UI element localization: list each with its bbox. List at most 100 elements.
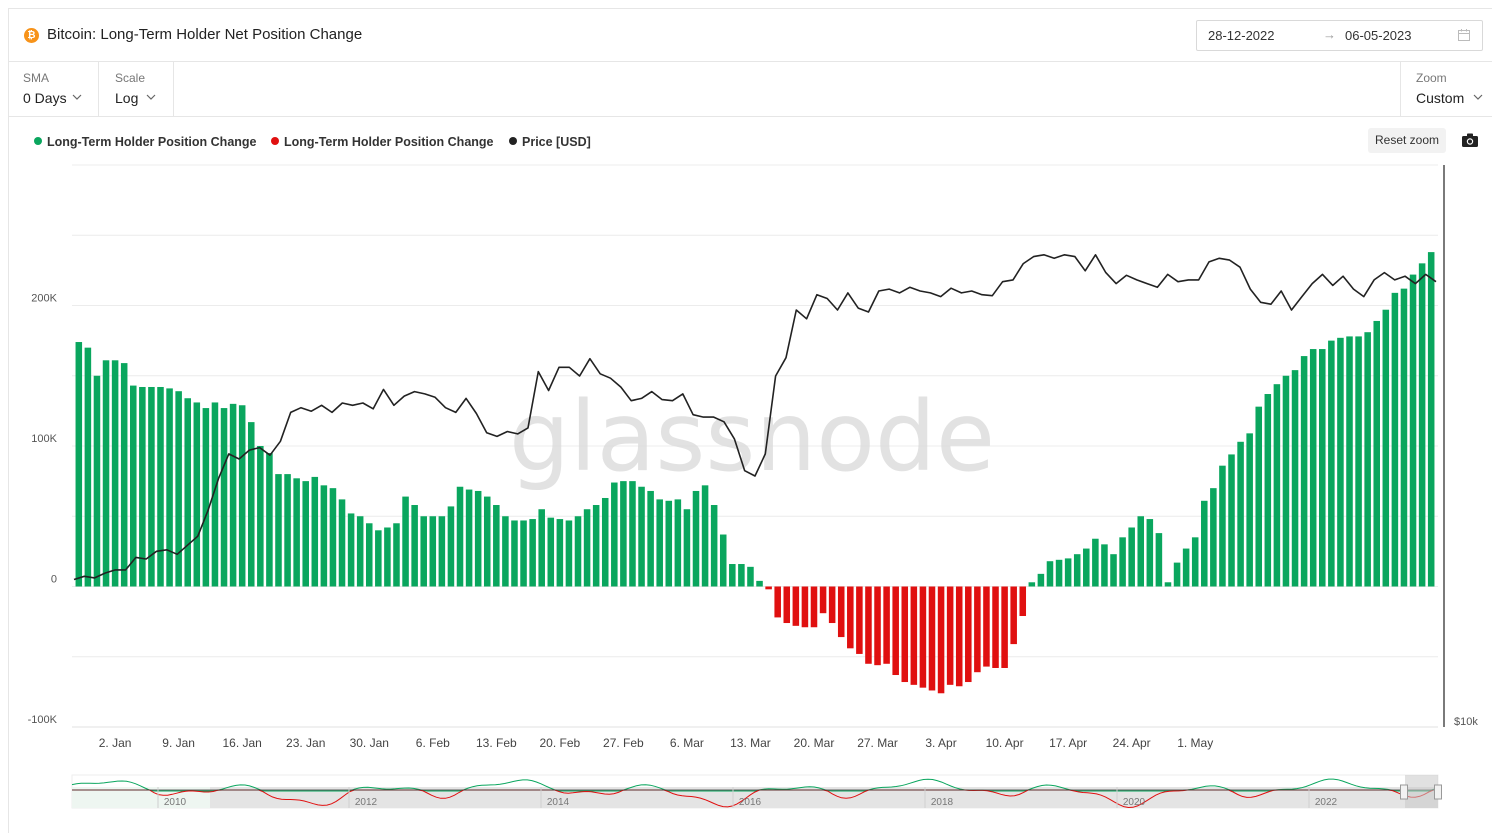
- navigator-label: 2022: [1315, 797, 1338, 808]
- zoom-label: Zoom: [1416, 71, 1447, 85]
- bar: [1146, 519, 1154, 587]
- bar: [247, 422, 255, 587]
- bar: [837, 586, 845, 638]
- bar: [393, 523, 400, 587]
- legend-item-price[interactable]: Price [USD]: [509, 135, 591, 149]
- bar: [193, 402, 201, 587]
- bar: [611, 482, 618, 587]
- navigator-handle[interactable]: [1434, 784, 1442, 800]
- y-tick-label: 200K: [31, 293, 57, 305]
- bar: [1409, 274, 1417, 587]
- x-tick-label: 13. Mar: [730, 736, 771, 750]
- bar: [719, 534, 727, 587]
- bar: [965, 586, 972, 683]
- bar: [910, 586, 918, 685]
- bar: [402, 496, 409, 587]
- chart-panel: [8, 8, 1492, 833]
- bar: [847, 586, 854, 649]
- y-tick-label: 0: [51, 574, 57, 586]
- bar: [810, 586, 818, 628]
- navigator-shade: [72, 787, 210, 808]
- bar: [456, 486, 464, 587]
- bar: [874, 586, 881, 666]
- bar: [629, 481, 636, 587]
- bar: [592, 505, 600, 587]
- bar: [520, 520, 527, 587]
- bar: [365, 523, 373, 587]
- bar: [583, 509, 591, 587]
- reset-zoom-button[interactable]: Reset zoom: [1368, 128, 1446, 153]
- price-line: [73, 254, 1437, 581]
- navigator-label: 2010: [164, 797, 187, 808]
- bar: [356, 516, 364, 587]
- bar: [1346, 336, 1353, 587]
- x-tick-label: 20. Feb: [540, 736, 581, 750]
- scale-value[interactable]: Log: [115, 90, 139, 106]
- bar: [257, 446, 264, 587]
- navigator-shade: [210, 787, 1438, 808]
- bar: [1201, 500, 1208, 587]
- zoom-value[interactable]: Custom: [1416, 90, 1465, 106]
- bar: [220, 408, 228, 587]
- bar: [974, 586, 981, 673]
- scale-label: Scale: [115, 71, 146, 85]
- bar: [229, 403, 237, 587]
- legend-dot: [509, 137, 517, 145]
- bar: [865, 586, 872, 664]
- bar: [919, 586, 927, 688]
- bar: [828, 586, 836, 624]
- sma-value[interactable]: 0 Days: [23, 90, 67, 106]
- bar: [129, 385, 137, 587]
- bar: [184, 398, 191, 587]
- chevron-down-icon[interactable]: [72, 92, 82, 102]
- bar: [647, 490, 654, 587]
- camera-icon[interactable]: [1461, 132, 1479, 148]
- bar: [883, 586, 890, 664]
- legend-item-ltpc-positive[interactable]: Long-Term Holder Position Change: [34, 135, 257, 149]
- calendar-icon[interactable]: [1457, 28, 1471, 42]
- bar: [1300, 356, 1308, 587]
- date-range-picker[interactable]: 28-12-2022 → 06-05-2023: [1196, 20, 1483, 51]
- x-tick-label: 17. Apr: [1049, 736, 1087, 750]
- bar: [1155, 533, 1163, 587]
- navigator-label: 2014: [547, 797, 570, 808]
- x-tick-label: 13. Feb: [476, 736, 517, 750]
- bar: [1337, 337, 1344, 587]
- bar: [955, 586, 963, 687]
- zoom-select[interactable]: Zoom Custom: [1401, 62, 1492, 116]
- legend-item-ltpc-negative[interactable]: Long-Term Holder Position Change: [271, 135, 494, 149]
- bar: [747, 566, 754, 587]
- x-tick-label: 23. Jan: [286, 736, 325, 750]
- bar: [1101, 544, 1108, 587]
- date-from-input[interactable]: 28-12-2022: [1208, 28, 1275, 43]
- bar: [1237, 441, 1244, 587]
- divider: [1400, 62, 1401, 116]
- bar: [1219, 465, 1226, 587]
- bar: [620, 481, 627, 587]
- bar: [683, 509, 691, 587]
- bar: [1319, 349, 1326, 587]
- bar: [347, 513, 355, 587]
- date-to-input[interactable]: 06-05-2023: [1345, 28, 1412, 43]
- navigator-selection: [1405, 775, 1438, 808]
- bar: [284, 474, 291, 587]
- bar: [1373, 320, 1381, 587]
- bar: [665, 500, 673, 587]
- chevron-down-icon[interactable]: [146, 92, 156, 102]
- bar: [311, 476, 319, 587]
- bar: [1092, 538, 1099, 587]
- scale-select[interactable]: Scale Log: [99, 62, 173, 116]
- x-tick-label: 2. Jan: [99, 736, 132, 750]
- sma-select[interactable]: SMA 0 Days: [8, 62, 98, 116]
- bar: [1427, 252, 1435, 587]
- bar: [638, 486, 645, 587]
- chevron-down-icon[interactable]: [1473, 92, 1483, 102]
- bar: [502, 516, 509, 587]
- navigator-handle[interactable]: [1400, 784, 1408, 800]
- price-axis-label: $10k: [1454, 716, 1478, 728]
- bar: [1173, 562, 1181, 587]
- bar: [1191, 537, 1199, 587]
- bar: [1418, 263, 1426, 587]
- bar: [474, 490, 482, 587]
